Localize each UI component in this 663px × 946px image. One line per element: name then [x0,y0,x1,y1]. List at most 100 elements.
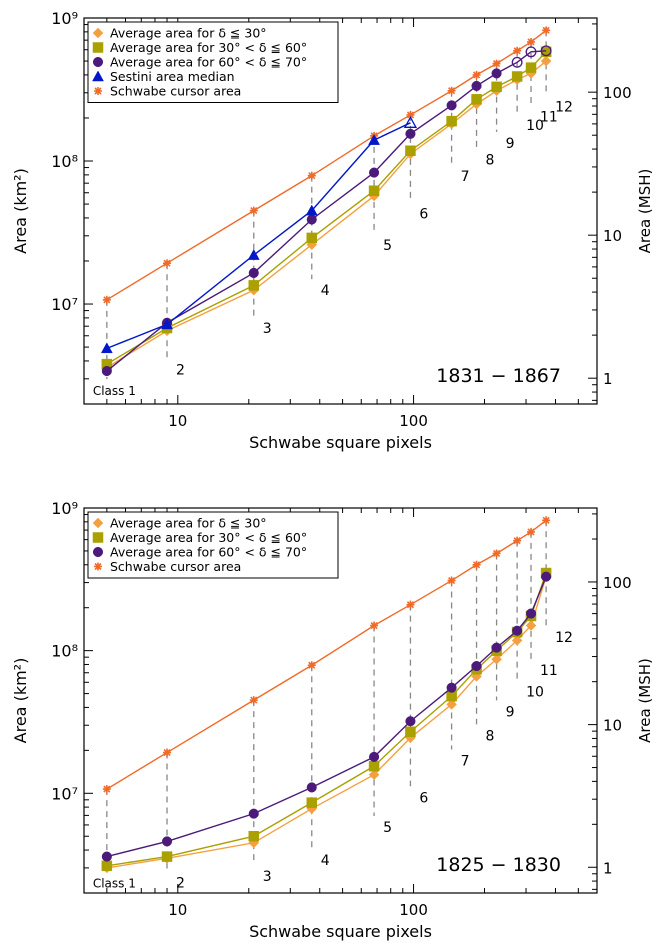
x-tick-label: 10 [168,412,187,430]
legend-marker [92,517,104,529]
data-point [405,716,416,727]
data-point [306,232,318,244]
data-point [492,549,501,558]
y2-tick-label: 100 [603,574,632,592]
data-point [368,185,380,196]
series-1 [101,46,552,370]
data-point [446,682,457,693]
series-line [106,122,411,349]
data-point [542,516,551,525]
series-line [106,576,547,858]
data-point [513,536,522,545]
data-point [527,527,536,536]
class-label: 5 [383,238,392,254]
data-point [247,249,260,260]
data-point [446,100,457,111]
class-markers: Class 1 2 3 4 5 6 789 10 11 12 [93,520,573,892]
class-label: 7 [461,754,470,770]
data-point [248,267,259,278]
legend: Average area for δ ≦ 30°Average area for… [87,511,339,579]
class-label: 9 [506,704,515,720]
data-point [511,56,523,68]
data-point [447,86,456,95]
legend-marker [94,562,102,571]
y-tick-label: 10⁹ [51,9,78,28]
data-point [540,45,552,57]
data-point [491,642,502,653]
x-axis-label: Schwabe square pixels [249,922,432,941]
data-point [306,782,317,793]
data-point [491,653,502,665]
data-point [541,571,552,582]
data-point [403,115,418,128]
data-point [525,608,537,619]
data-point [406,600,415,609]
data-point [161,836,173,847]
data-point [511,71,523,82]
data-point [472,560,481,569]
series-line [106,60,547,369]
data-point [491,68,502,79]
data-point [163,748,172,757]
class-label: 11 [540,663,558,679]
legend-item: Average area for 30° < δ ≦ 60° [92,40,307,55]
class-label: 2 [176,363,185,379]
y2-tick-label: 100 [603,84,632,102]
chart-panel-2: 10 100 10⁷ 10⁸ 10⁹ 1 10 100 Schwabe square pixel… [11,499,654,941]
class-label: Class 1 [93,877,136,891]
legend-label: Schwabe cursor area [110,84,241,99]
data-point [525,46,537,58]
class-label: 11 [540,109,558,125]
data-point [405,128,416,139]
class-label: 6 [419,207,428,223]
data-point [446,699,457,710]
data-point [405,145,416,156]
chart-panel-1: 10 100 10⁷ 10⁸ 10⁹ 1 10 100 Schwabe square pixel… [11,9,654,452]
data-point [370,621,379,630]
y2-tick-label: 1 [603,859,613,877]
data-point [512,625,523,636]
data-point [248,830,260,842]
data-point [368,760,380,772]
data-point [525,62,537,73]
class-label: Class 1 [93,384,136,398]
legend-marker [94,87,102,95]
data-point [306,214,317,225]
data-point [102,785,111,794]
data-point [163,259,172,268]
data-point [306,797,318,808]
legend-item: Schwabe cursor area [94,559,241,574]
legend-marker [92,70,104,82]
data-point [101,851,112,862]
data-point [248,280,260,291]
y-axis-label: Area (km²) [11,658,30,744]
data-point [101,860,113,872]
legend-label: Average area for δ ≦ 30° [110,516,267,531]
data-point [406,110,415,119]
data-point [101,365,112,377]
legend-box [87,511,339,579]
data-point [527,37,536,46]
legend-item: Average area for 30° < δ ≦ 60° [92,530,307,545]
x-axis-ticks: 10 100 [83,18,598,430]
class-label: 8 [486,728,495,744]
series-1 [101,567,552,872]
data-point [542,26,551,35]
legend-item: Average area for 60° < δ ≦ 70° [92,545,307,560]
data-point [369,167,380,178]
y-tick-label: 10⁹ [51,499,78,518]
class-label: 5 [383,820,392,836]
legend-marker [92,27,104,39]
data-point [248,808,259,819]
class-label: 7 [461,169,470,185]
class-label: 9 [506,136,515,152]
data-point [491,81,502,93]
x-tick-label: 10 [168,901,187,919]
legend-marker [92,532,104,543]
y-tick-label: 10⁷ [51,784,78,803]
series-2 [101,45,552,377]
legend: Average area for δ ≦ 30°Average area for… [87,21,339,103]
class-label: 12 [555,630,573,646]
y2-axis-ticks: 1 10 100 [588,23,632,401]
